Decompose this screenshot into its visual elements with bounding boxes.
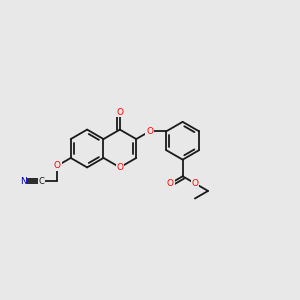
Text: O: O (116, 108, 123, 117)
Text: O: O (146, 127, 153, 136)
Text: N: N (20, 177, 27, 186)
Text: O: O (116, 163, 123, 172)
Text: C: C (39, 177, 45, 186)
Text: O: O (191, 179, 198, 188)
Text: O: O (54, 161, 61, 170)
Text: O: O (167, 179, 174, 188)
